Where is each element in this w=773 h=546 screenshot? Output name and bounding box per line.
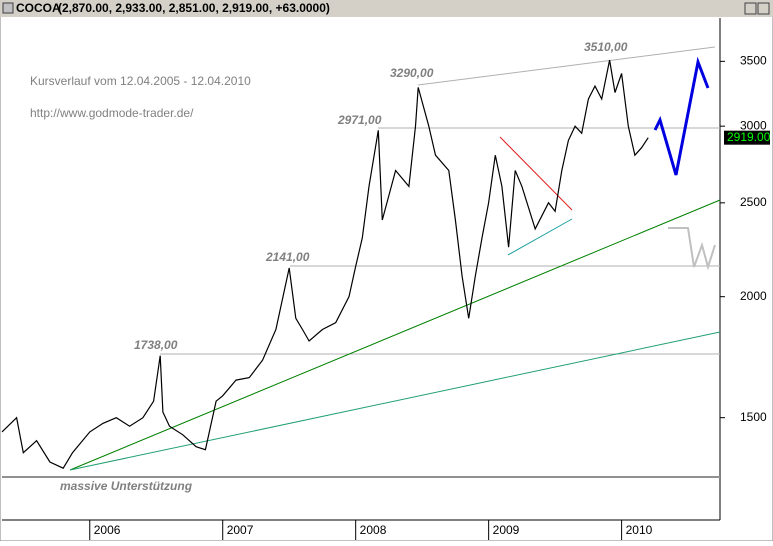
x-tick-label: 2008: [360, 523, 387, 537]
annotation: http://www.godmode-trader.de/: [30, 106, 194, 120]
annotation: 3510,00: [584, 40, 628, 54]
projection-path: [653, 56, 710, 176]
annotation: 1738,00: [134, 338, 178, 352]
y-tick-label: 2000: [740, 289, 767, 303]
chart-subtitle: (2,870.00, 2,933.00, 2,851.00, 2,919.00,…: [58, 1, 330, 15]
x-tick-label: 2009: [493, 523, 520, 537]
chart-title: COCOA: [16, 1, 61, 15]
annotation: 3290,00: [390, 66, 434, 80]
annotation: 2971,00: [337, 113, 382, 127]
x-tick-label: 2006: [94, 523, 121, 537]
y-tick-label: 1500: [740, 410, 767, 424]
annotation: 2141,00: [265, 250, 310, 264]
title-bar: [0, 0, 773, 17]
trend-line: [69, 199, 721, 471]
maximize-button[interactable]: [744, 2, 757, 15]
window-icon: [2, 2, 14, 14]
annotation: Kursverlauf vom 12.04.2005 - 12.04.2010: [30, 74, 251, 88]
trend-line: [69, 331, 721, 471]
trend-line: [417, 46, 716, 86]
last-price-label: 2919.00: [727, 130, 771, 144]
last-price-box: [724, 130, 770, 145]
pattern-sketch: [668, 227, 716, 271]
close-button[interactable]: [757, 2, 770, 15]
trend-line: [499, 136, 573, 211]
y-tick-label: 3500: [740, 54, 767, 68]
x-tick-label: 2007: [227, 523, 254, 537]
price-line: [1, 59, 649, 469]
annotation: massive Unterstützung: [60, 479, 193, 493]
y-tick-label: 3000: [740, 118, 767, 132]
trend-line: [507, 218, 573, 256]
y-tick-label: 2500: [740, 195, 767, 209]
x-tick-label: 2010: [626, 523, 653, 537]
